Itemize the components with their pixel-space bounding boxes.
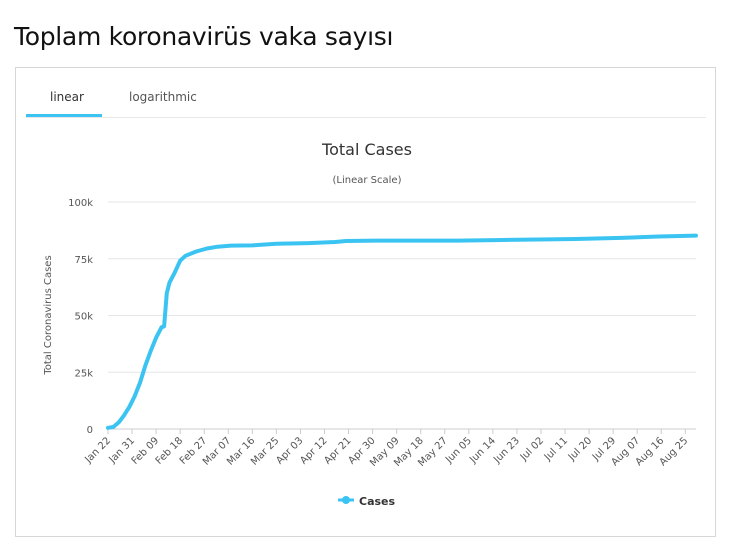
y-tick-label: 50k (74, 312, 93, 323)
chart-subtitle: (Linear Scale) (333, 175, 402, 186)
legend-label-cases[interactable]: Cases (359, 495, 396, 508)
series-cases (106, 233, 698, 430)
y-tick-label: 75k (74, 255, 93, 266)
x-tick-label: Jul 11 (542, 435, 570, 463)
y-axis-title: Total Coronavirus Cases (43, 255, 54, 375)
series-line-cases (106, 233, 698, 430)
chart-panel: linear logarithmic (15, 67, 716, 537)
active-tab-indicator (26, 114, 102, 117)
y-tick-label: 25k (74, 368, 93, 379)
y-tick-label: 100k (68, 198, 93, 209)
tab-linear[interactable]: linear (50, 90, 84, 104)
legend-marker (342, 496, 350, 504)
scale-tabs: linear logarithmic (26, 68, 706, 118)
y-axis-ticks: 0 25k 50k 75k 100k (68, 198, 93, 436)
legend[interactable]: Cases (338, 495, 396, 508)
x-tick-label: Jun 05 (443, 435, 474, 466)
x-tick-label: Jul 20 (566, 435, 594, 463)
tab-logarithmic[interactable]: logarithmic (129, 90, 197, 104)
page-title: Toplam koronavirüs vaka sayısı (14, 22, 394, 51)
chart-title: Total Cases (321, 140, 412, 159)
x-tick-label: Jul 02 (518, 435, 546, 463)
y-tick-label: 0 (87, 425, 93, 436)
gridlines (108, 201, 696, 430)
x-tick-label: Jun 23 (491, 435, 522, 466)
x-tick-label: Jun 14 (467, 435, 498, 466)
x-tick-label: Jan 22 (82, 435, 113, 466)
